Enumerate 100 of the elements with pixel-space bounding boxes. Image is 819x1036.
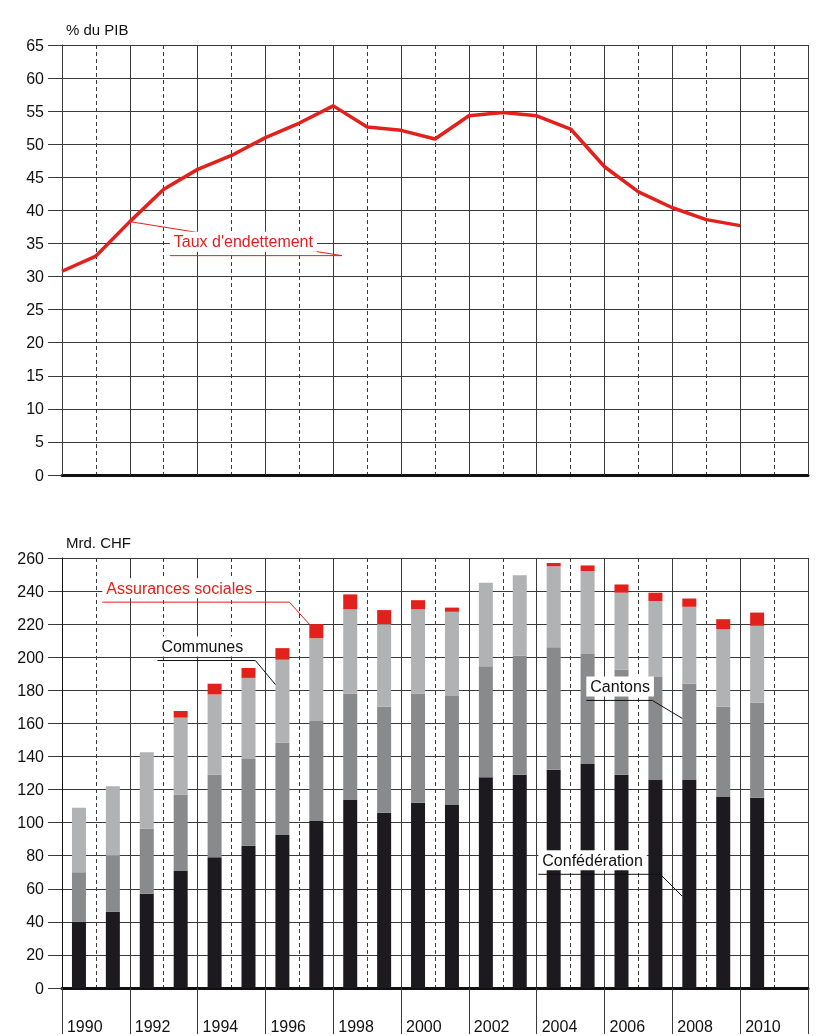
y-tick-label: 220 <box>17 615 45 633</box>
bar <box>173 870 188 988</box>
y-tick-label: 120 <box>17 781 45 799</box>
bar <box>580 565 595 572</box>
bar <box>546 647 561 770</box>
bar <box>750 702 765 798</box>
y-tick-label: 20 <box>26 946 45 964</box>
bar <box>207 694 222 775</box>
bar <box>444 607 459 612</box>
line-series <box>60 104 742 273</box>
series-label: Cantons <box>590 677 650 695</box>
bar <box>614 592 629 670</box>
y-tick-label: 30 <box>26 268 45 286</box>
bar <box>444 696 459 805</box>
bar <box>648 677 663 780</box>
y-tick-label: 10 <box>26 400 45 418</box>
bar <box>546 562 561 567</box>
y-tick-label: 0 <box>35 466 45 484</box>
x-tick-label: 1990 <box>66 1017 103 1035</box>
bar <box>478 582 493 667</box>
bar <box>648 592 663 601</box>
bar <box>241 667 256 678</box>
bar <box>71 921 86 988</box>
bar <box>309 720 324 821</box>
bar <box>750 797 765 988</box>
bar <box>241 677 256 759</box>
y-tick-label: 160 <box>17 714 45 732</box>
bar <box>105 855 120 912</box>
y-axis-title: Mrd. CHF <box>66 534 131 551</box>
x-tick-label: 2010 <box>745 1017 781 1035</box>
bar <box>512 774 527 988</box>
bar <box>411 802 426 988</box>
y-tick-label: 60 <box>26 880 45 898</box>
bar <box>207 683 222 695</box>
bar <box>275 742 290 836</box>
x-tick-label: 1998 <box>338 1017 374 1035</box>
bar <box>105 786 120 856</box>
bar <box>648 601 663 678</box>
y-tick-label: 15 <box>26 367 45 385</box>
bar <box>173 794 188 871</box>
bar <box>682 779 697 988</box>
bar <box>411 600 426 610</box>
text: Assurances sociales <box>106 579 253 597</box>
y-tick-label: 60 <box>26 69 45 87</box>
bar <box>241 758 256 846</box>
bar <box>478 666 493 778</box>
y-axis-title: % du PIB <box>66 21 129 38</box>
y-tick-label: 240 <box>17 582 45 600</box>
bar <box>580 571 595 654</box>
x-tick-label: 1992 <box>134 1017 171 1035</box>
y-tick-label: 180 <box>17 681 45 699</box>
y-tick-label: 100 <box>17 814 45 832</box>
bar <box>173 710 188 718</box>
bar <box>444 611 459 697</box>
bar <box>682 683 697 780</box>
bar <box>309 820 324 988</box>
bar <box>275 648 290 660</box>
bar <box>343 799 358 988</box>
bar <box>377 624 392 707</box>
x-tick-label: 2002 <box>473 1017 510 1035</box>
bar <box>377 812 392 988</box>
y-tick-label: 200 <box>17 648 45 666</box>
bar <box>207 857 222 988</box>
bar <box>241 845 256 988</box>
bar <box>682 598 697 607</box>
series-label: Communes <box>161 638 244 656</box>
bar <box>682 606 697 684</box>
bar <box>512 575 527 656</box>
y-tick-label: 65 <box>26 36 45 54</box>
bar <box>614 584 629 593</box>
bar <box>275 659 290 743</box>
x-tick-label: 1994 <box>202 1017 239 1035</box>
y-tick-label: 140 <box>17 747 45 765</box>
y-tick-label: 35 <box>26 234 45 252</box>
x-tick-label: 2008 <box>677 1017 714 1035</box>
bar <box>139 828 154 894</box>
x-tick-label: 1996 <box>270 1017 307 1035</box>
bar <box>411 609 426 694</box>
bar <box>343 609 358 694</box>
y-tick-label: 45 <box>26 168 45 186</box>
bar <box>309 638 324 721</box>
bar <box>716 706 731 797</box>
y-tick-label: 260 <box>17 549 45 567</box>
text: Taux d'endettement <box>173 233 314 251</box>
y-tick-label: 0 <box>35 979 45 997</box>
bar <box>648 779 663 988</box>
bar <box>716 796 731 988</box>
bar <box>207 774 222 858</box>
y-tick-label: 40 <box>26 201 45 219</box>
bar <box>750 612 765 626</box>
bar <box>71 807 86 873</box>
bar <box>377 706 392 813</box>
bar <box>275 835 290 988</box>
bar <box>71 872 86 922</box>
bar <box>173 717 188 795</box>
y-tick-label: 25 <box>26 301 45 319</box>
bar <box>444 804 459 988</box>
bar <box>139 752 154 829</box>
y-tick-label: 20 <box>26 334 45 352</box>
x-tick-label: 2006 <box>609 1017 646 1035</box>
